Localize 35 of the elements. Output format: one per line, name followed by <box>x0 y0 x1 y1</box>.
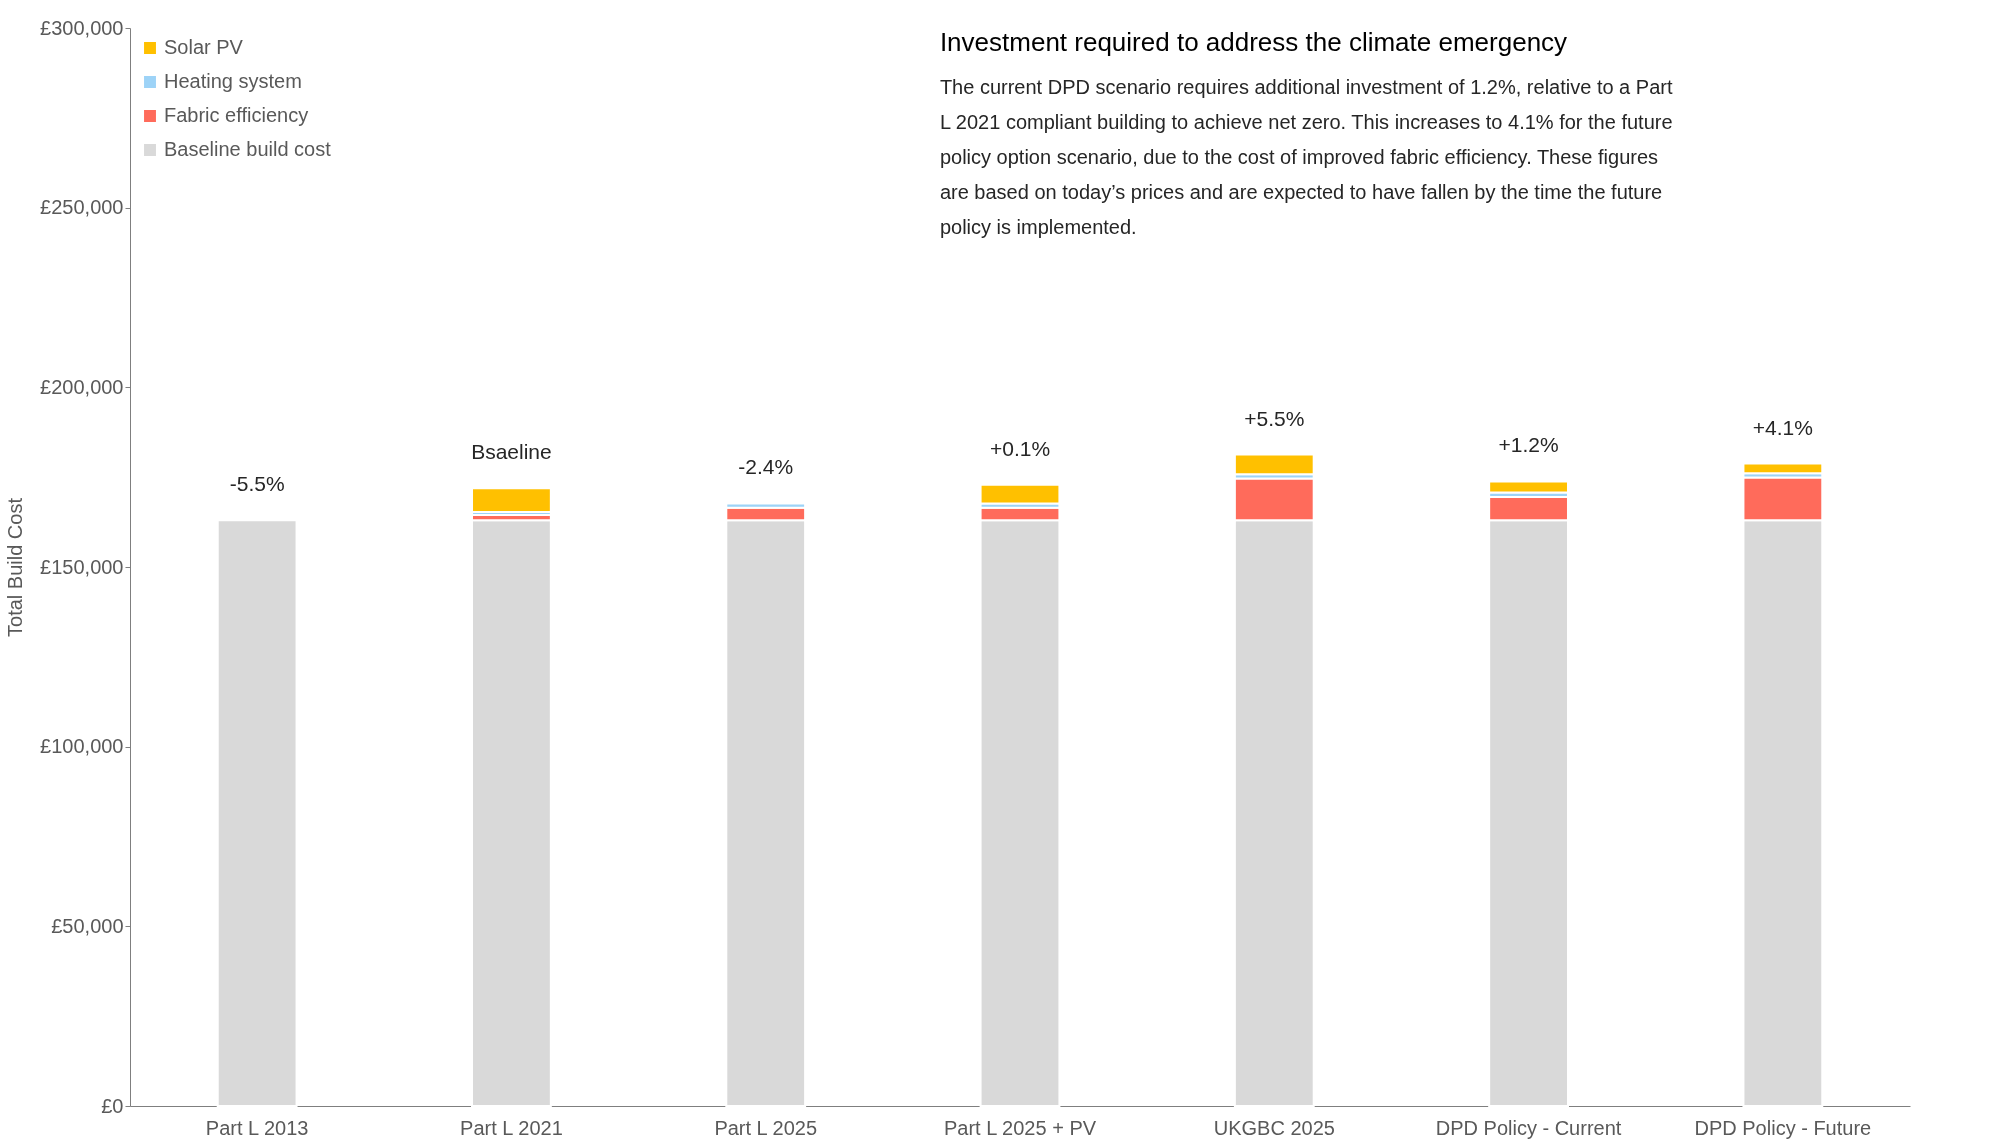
x-tick-label: Part L 2013 <box>205 1116 309 1139</box>
legend-label: Baseline build cost <box>164 138 332 160</box>
bar <box>1488 480 1569 494</box>
y-axis-title: Total Build Cost <box>4 497 27 637</box>
annotation: +4.1% <box>1752 415 1813 439</box>
x-tick-label: UKGBC 2025 <box>1213 1116 1335 1139</box>
bar <box>1742 462 1824 475</box>
bar <box>471 519 552 1107</box>
chart-title: Investment required to address the climate emergency <box>939 27 1568 57</box>
y-tick-label: £0 <box>101 1094 124 1117</box>
annotation: +5.5% <box>1244 406 1305 430</box>
y-tick-label: £50,000 <box>51 914 124 937</box>
annotation: +0.1% <box>989 436 1051 460</box>
y-tick-label: £200,000 <box>40 375 124 398</box>
y-tick-label: £300,000 <box>40 16 124 39</box>
legend-label: Heating system <box>164 70 302 92</box>
legend-label: Solar PV <box>164 36 244 58</box>
annotation: -5.5% <box>229 472 285 496</box>
x-tick-label: DPD Policy - Future <box>1694 1116 1872 1139</box>
annotation: Bsaeline <box>471 440 552 464</box>
y-tick-label: £150,000 <box>40 555 124 578</box>
x-tick-label: DPD Policy - Current <box>1435 1116 1622 1139</box>
bar <box>979 483 1061 505</box>
x-tick-label: Part L 2025 <box>714 1116 818 1139</box>
bar <box>1233 453 1315 476</box>
annotation: -2.4% <box>738 455 794 479</box>
text: The current DPD scenario requires additional investment of 1.2%, relative to a Part L 2021 compliant building to achieve net zero. This increases to 4.1% for the future policy option scenario, due to the cost of improved fabric efficiency. These figures are based on today’s prices and are expected to have fallen by the time the future policy is implemented. <box>939 76 1673 238</box>
bar <box>216 519 298 1107</box>
legend-label: Fabric efficiency <box>164 104 309 126</box>
bar <box>471 487 552 514</box>
y-tick-label: £100,000 <box>40 735 124 758</box>
annotation: +1.2% <box>1498 433 1559 457</box>
x-tick-label: Part L 2025 + PV <box>943 1116 1097 1139</box>
y-tick-label: £250,000 <box>40 196 124 219</box>
x-tick-label: Part L 2021 <box>460 1116 563 1139</box>
